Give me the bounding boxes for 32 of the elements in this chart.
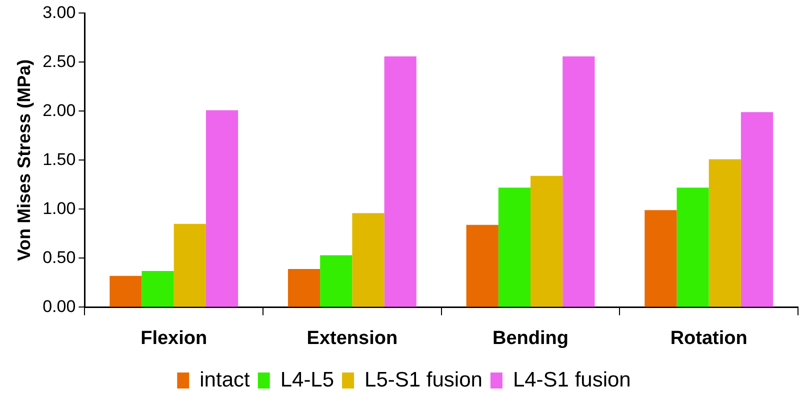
bar xyxy=(110,276,142,307)
bar xyxy=(352,213,384,307)
y-tick-label: 3.00 xyxy=(42,2,76,22)
x-tick-label: Extension xyxy=(306,328,398,349)
legend-label: L5-S1 fusion xyxy=(364,368,482,392)
legend-label: L4-S1 fusion xyxy=(512,368,631,392)
bar xyxy=(288,268,320,307)
y-tick-label: 1.50 xyxy=(42,150,76,169)
bar xyxy=(644,210,677,307)
y-tick-label: 2.50 xyxy=(42,52,76,71)
bar xyxy=(740,112,774,307)
legend-label: intact xyxy=(200,368,250,392)
bar xyxy=(530,176,563,307)
y-tick-label: 0.50 xyxy=(42,248,76,267)
x-tick-label: Flexion xyxy=(140,328,208,349)
y-tick-label: 0.00 xyxy=(42,296,76,316)
bar xyxy=(384,56,416,307)
bar xyxy=(562,56,595,307)
y-tick-label: 1.00 xyxy=(42,198,76,218)
x-tick-label: Rotation xyxy=(670,328,748,349)
bar xyxy=(676,188,709,307)
bar xyxy=(174,224,206,307)
legend-label: L4-L5 xyxy=(280,368,334,392)
bar xyxy=(708,159,741,307)
y-axis-title: Von Mises Stress (MPa) xyxy=(14,59,34,262)
x-tick-label: Bending xyxy=(492,328,569,349)
bar xyxy=(498,188,531,307)
bar xyxy=(320,255,352,307)
bar xyxy=(466,224,498,307)
bar xyxy=(142,270,174,307)
y-tick-label: 2.00 xyxy=(42,100,76,120)
bar xyxy=(206,110,238,307)
